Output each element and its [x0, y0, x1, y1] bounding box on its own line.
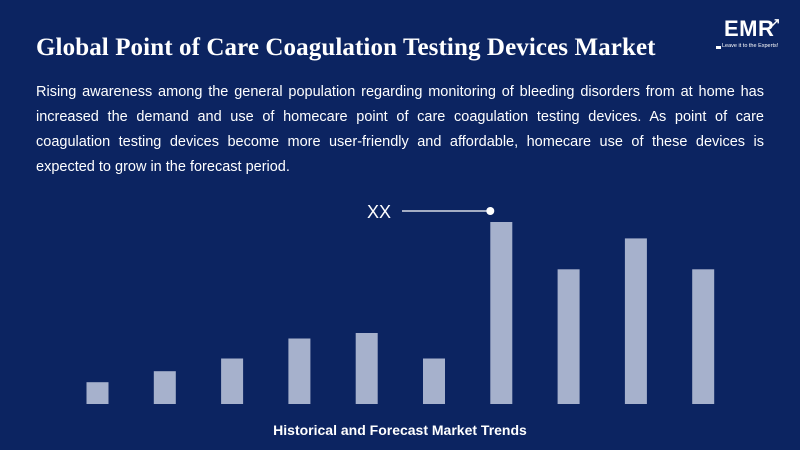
chart-title: Historical and Forecast Market Trends [273, 422, 527, 438]
logo-name: EMR [724, 16, 775, 41]
bar-4 [288, 338, 311, 404]
bar-7 [490, 222, 513, 404]
logo-tagline: Leave it to the Experts! [722, 43, 779, 49]
bar-9 [624, 238, 647, 404]
bar-5 [355, 333, 378, 404]
page-title: Global Point of Care Coagulation Testing… [36, 34, 656, 61]
annotation-label: XX [367, 202, 391, 222]
arrow-up-right-icon [771, 19, 779, 27]
annotation-dot [486, 207, 495, 215]
bar-2 [153, 371, 176, 404]
logo-accent-bar [716, 46, 721, 49]
bar-3 [221, 358, 244, 404]
bar-8 [557, 269, 580, 404]
bar-1 [86, 382, 109, 404]
bar-10 [692, 269, 715, 404]
bar-6 [423, 358, 445, 404]
emr-logo: EMR Leave it to the Experts! [716, 16, 782, 56]
description-text: Rising awareness among the general popul… [36, 84, 764, 175]
